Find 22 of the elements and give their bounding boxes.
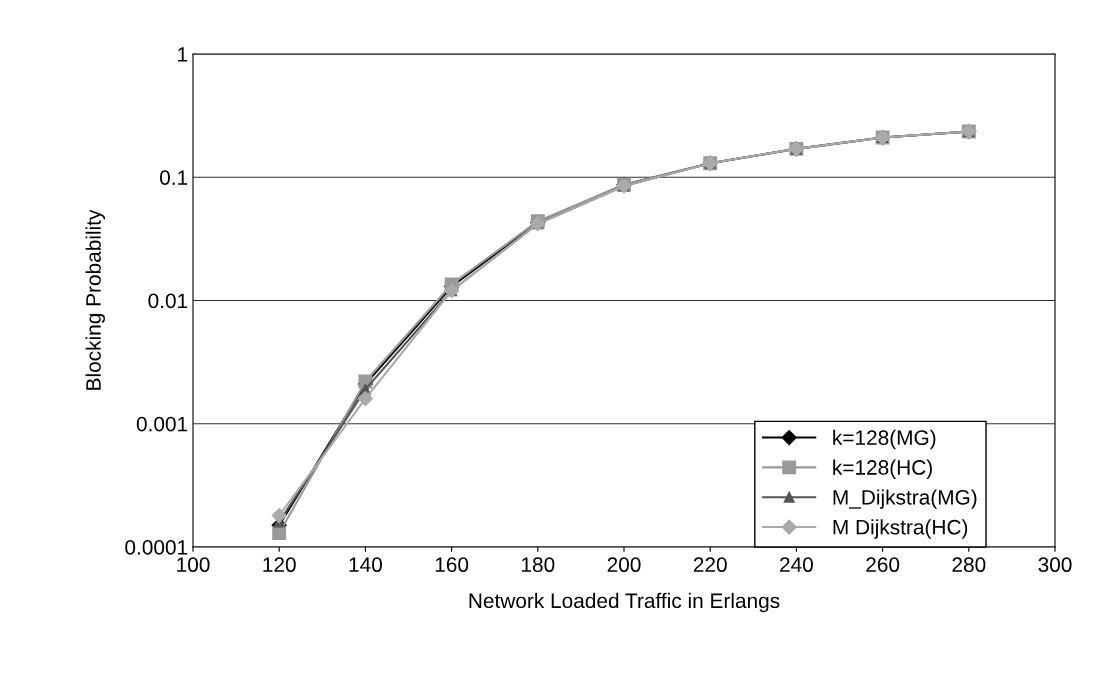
legend-label: M_Dijkstra(MG): [833, 489, 977, 509]
x-tick-label: 100: [177, 557, 210, 573]
y-tick-label: 0.0001: [125, 540, 188, 555]
legend-label: M Dijkstra(HC): [833, 519, 968, 539]
y-tick-label: 0.01: [148, 293, 188, 309]
x-tick-label: 240: [780, 557, 813, 573]
legend-label: k=128(MG): [833, 429, 936, 450]
x-tick-label: 120: [263, 557, 296, 573]
legend-label: k=128(HC): [833, 459, 932, 479]
y-axis-title: Blocking Probability: [85, 209, 105, 390]
x-tick-label: 200: [607, 557, 641, 573]
x-tick-label: 180: [522, 557, 555, 573]
x-tick-label: 140: [349, 557, 382, 573]
y-tick-label: 0.1: [159, 170, 188, 185]
x-tick-label: 280: [952, 557, 986, 573]
x-tick-label: 260: [866, 557, 900, 573]
x-tick-label: 300: [1038, 557, 1072, 573]
y-tick-label: 1: [178, 47, 188, 62]
x-axis-title: Network Loaded Traffic in Erlangs: [469, 592, 780, 613]
y-tick-label: 0.001: [136, 416, 188, 432]
x-tick-label: 220: [693, 557, 727, 573]
x-tick-label: 160: [435, 557, 469, 573]
